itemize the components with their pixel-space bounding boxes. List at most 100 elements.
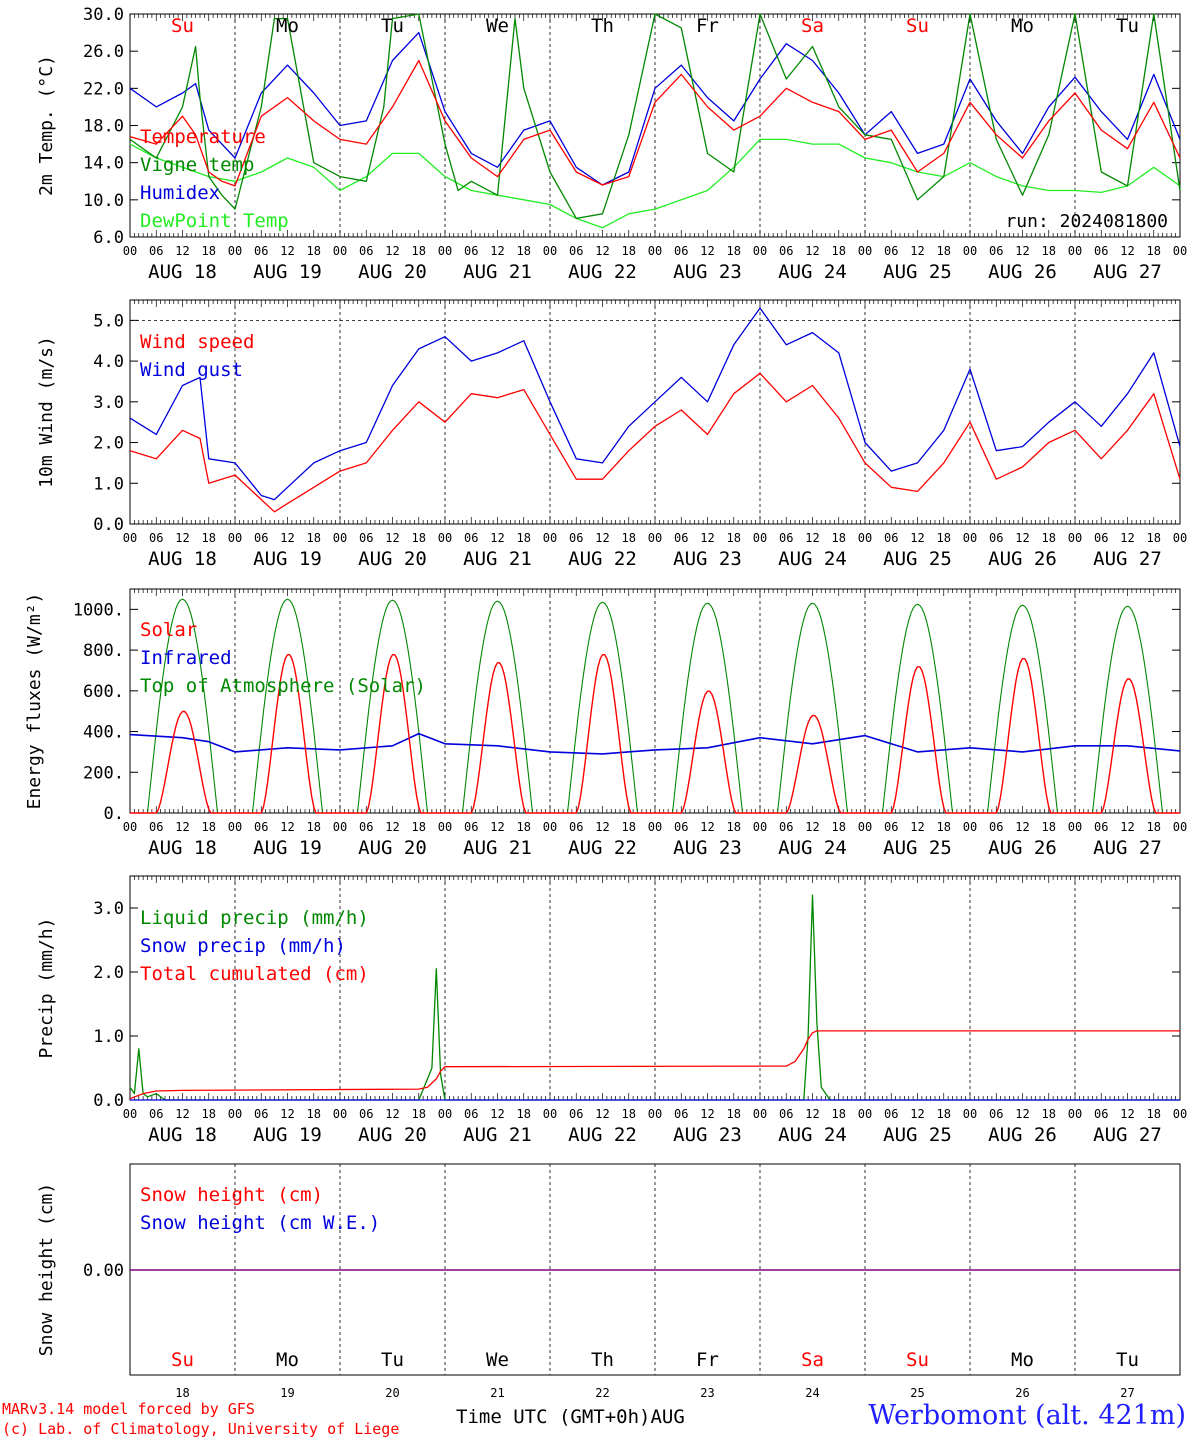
hour-tick-label: 12 bbox=[595, 1107, 609, 1121]
hour-tick-label: 06 bbox=[674, 531, 688, 545]
hour-tick-label: 06 bbox=[1094, 820, 1108, 834]
hour-tick-label: 12 bbox=[175, 531, 189, 545]
legend-entry: Temperature bbox=[140, 126, 266, 148]
date-label: AUG 23 bbox=[673, 261, 742, 283]
y-tick-label: 14.0 bbox=[83, 154, 124, 174]
hour-tick-label: 18 bbox=[622, 531, 636, 545]
hour-tick-label: 00 bbox=[228, 531, 242, 545]
hour-tick-label: 06 bbox=[1094, 1107, 1108, 1121]
weekday-label: Tu bbox=[381, 1349, 404, 1371]
series-line-wind-speed bbox=[129, 372, 1181, 513]
hour-tick-label: 18 bbox=[517, 531, 531, 545]
hour-tick-label: 06 bbox=[359, 531, 373, 545]
date-label: AUG 22 bbox=[568, 261, 637, 283]
legend-entry: Wind gust bbox=[140, 359, 243, 381]
y-tick-label: 26.0 bbox=[83, 42, 124, 62]
model-credit: MARv3.14 model forced by GFS bbox=[2, 1400, 255, 1418]
hour-tick-label: 18 bbox=[412, 820, 426, 834]
hour-tick-label: 06 bbox=[779, 1107, 793, 1121]
hour-tick-label: 06 bbox=[674, 244, 688, 258]
hour-tick-label: 00 bbox=[963, 1107, 977, 1121]
hour-tick-label: 00 bbox=[333, 820, 347, 834]
date-label: AUG 20 bbox=[358, 548, 427, 570]
hour-tick-label: 06 bbox=[884, 531, 898, 545]
hour-tick-label: 18 bbox=[832, 531, 846, 545]
hour-tick-label: 12 bbox=[700, 1107, 714, 1121]
hour-tick-label: 18 bbox=[1042, 531, 1056, 545]
date-label: AUG 23 bbox=[673, 1124, 742, 1146]
panel-2-frame bbox=[129, 299, 1181, 525]
date-label: AUG 26 bbox=[988, 1124, 1057, 1146]
hour-tick-label: 18 bbox=[727, 820, 741, 834]
hour-tick-label: 18 bbox=[307, 531, 321, 545]
y-tick-label: 2.0 bbox=[93, 963, 124, 983]
hour-tick-label: 12 bbox=[1120, 820, 1134, 834]
hour-tick-label: 00 bbox=[543, 531, 557, 545]
hour-tick-label: 18 bbox=[412, 244, 426, 258]
hour-tick-label: 12 bbox=[805, 244, 819, 258]
series-line-wind-gust bbox=[129, 307, 1181, 501]
day-number-label: 19 bbox=[280, 1386, 294, 1400]
day-number-label: 23 bbox=[700, 1386, 714, 1400]
legend-entry: Liquid precip (mm/h) bbox=[140, 907, 369, 929]
weekday-label: Fr bbox=[696, 15, 719, 37]
hour-tick-label: 06 bbox=[674, 1107, 688, 1121]
hour-tick-label: 18 bbox=[832, 820, 846, 834]
y-tick-label: 3.0 bbox=[93, 899, 124, 919]
hour-tick-label: 12 bbox=[175, 820, 189, 834]
y-tick-label: 5.0 bbox=[93, 311, 124, 331]
weekday-label: Mo bbox=[276, 15, 299, 37]
hour-tick-label: 00 bbox=[753, 1107, 767, 1121]
y-tick-label: 400. bbox=[83, 723, 124, 743]
day-number-label: 25 bbox=[910, 1386, 924, 1400]
hour-tick-label: 06 bbox=[359, 244, 373, 258]
date-label: AUG 27 bbox=[1093, 837, 1162, 859]
hour-tick-label: 00 bbox=[1173, 531, 1187, 545]
hour-tick-label: 06 bbox=[1094, 244, 1108, 258]
hour-tick-label: 06 bbox=[779, 244, 793, 258]
weekday-label: Th bbox=[591, 15, 614, 37]
hour-tick-label: 12 bbox=[175, 1107, 189, 1121]
date-label: AUG 21 bbox=[463, 548, 532, 570]
date-label: AUG 20 bbox=[358, 837, 427, 859]
hour-tick-label: 12 bbox=[700, 244, 714, 258]
hour-tick-label: 12 bbox=[490, 531, 504, 545]
date-label: AUG 21 bbox=[463, 837, 532, 859]
hour-tick-label: 00 bbox=[333, 244, 347, 258]
hour-tick-label: 12 bbox=[175, 244, 189, 258]
y-tick-label: 22.0 bbox=[83, 79, 124, 99]
hour-tick-label: 00 bbox=[1173, 1107, 1187, 1121]
hour-tick-label: 12 bbox=[490, 1107, 504, 1121]
hour-tick-label: 18 bbox=[202, 1107, 216, 1121]
hour-tick-label: 06 bbox=[884, 244, 898, 258]
legend-entry: Snow precip (mm/h) bbox=[140, 935, 346, 957]
weekday-label: Mo bbox=[276, 1349, 299, 1371]
series-line-liquid-precip-mm-h- bbox=[129, 894, 1180, 1101]
date-label: AUG 24 bbox=[778, 261, 847, 283]
y-tick-label: 18.0 bbox=[83, 117, 124, 137]
hour-tick-label: 00 bbox=[333, 531, 347, 545]
hour-tick-label: 18 bbox=[727, 531, 741, 545]
date-label: AUG 20 bbox=[358, 261, 427, 283]
hour-tick-label: 00 bbox=[1068, 244, 1082, 258]
weekday-label: Su bbox=[906, 15, 929, 37]
hour-tick-label: 00 bbox=[543, 1107, 557, 1121]
hour-tick-label: 06 bbox=[779, 820, 793, 834]
hour-tick-label: 12 bbox=[280, 1107, 294, 1121]
day-number-label: 20 bbox=[385, 1386, 399, 1400]
y-tick-label: 2.0 bbox=[93, 434, 124, 454]
hour-tick-label: 00 bbox=[123, 1107, 137, 1121]
hour-tick-label: 18 bbox=[307, 820, 321, 834]
date-label: AUG 26 bbox=[988, 548, 1057, 570]
weekday-label: Sa bbox=[801, 15, 824, 37]
hour-tick-label: 12 bbox=[595, 531, 609, 545]
hour-tick-label: 00 bbox=[123, 820, 137, 834]
y-axis-label: Precip (mm/h) bbox=[36, 918, 57, 1059]
hour-tick-label: 00 bbox=[858, 531, 872, 545]
weekday-label: Th bbox=[591, 1349, 614, 1371]
date-label: AUG 23 bbox=[673, 548, 742, 570]
station-name: Werbomont (alt. 421m) bbox=[868, 1400, 1186, 1431]
hour-tick-label: 18 bbox=[517, 1107, 531, 1121]
hour-tick-label: 06 bbox=[359, 820, 373, 834]
